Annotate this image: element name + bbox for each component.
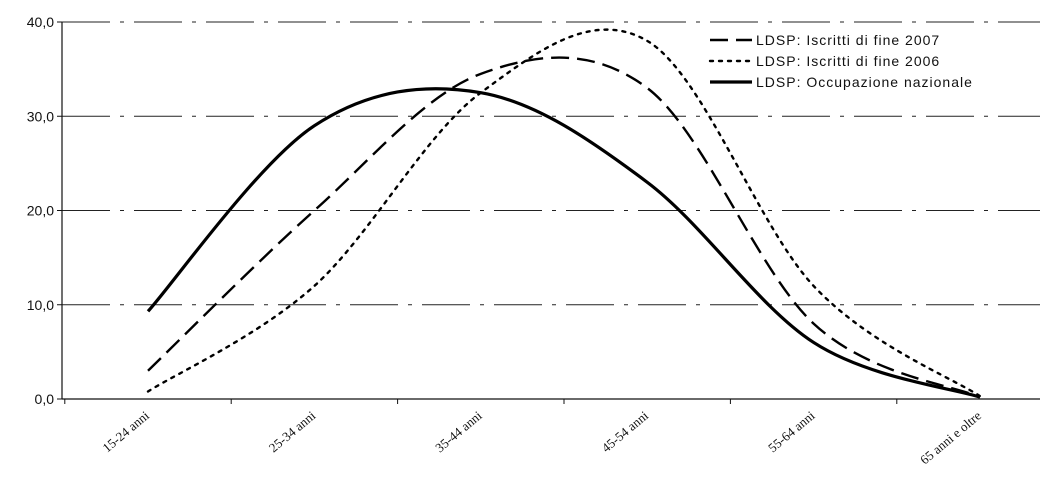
x-tick-label: 45-54 anni (599, 408, 652, 456)
y-tick-label: 0,0 (35, 391, 55, 407)
legend-label: LDSP: Occupazione nazionale (756, 74, 973, 90)
series-line-ldsp-iscritti-di-fine-2007 (147, 56, 981, 399)
legend-label: LDSP: Iscritti di fine 2006 (756, 53, 940, 69)
x-tick-label: 35-44 anni (432, 408, 485, 456)
y-tick-label: 40,0 (27, 14, 54, 30)
axes (57, 21, 1040, 404)
y-tick-label: 30,0 (27, 108, 54, 124)
x-tick-label: 15-24 anni (99, 408, 152, 456)
y-tick-label: 10,0 (27, 297, 54, 313)
legend-label: LDSP: Iscritti di fine 2007 (756, 32, 940, 48)
series-line-ldsp-occupazione-nazionale (146, 87, 981, 399)
x-tick-label: 55-64 anni (765, 408, 818, 456)
series-line-ldsp-iscritti-di-fine-2006 (146, 28, 982, 398)
y-tick-label: 20,0 (27, 203, 54, 219)
legend: LDSP: Iscritti di fine 2007 LDSP: Iscritt… (708, 32, 973, 90)
grid-lines (62, 21, 1040, 306)
series-lines (146, 28, 982, 399)
x-tick-label: 65 anni e oltre (917, 408, 984, 468)
x-tick-label: 25-34 anni (266, 408, 319, 456)
